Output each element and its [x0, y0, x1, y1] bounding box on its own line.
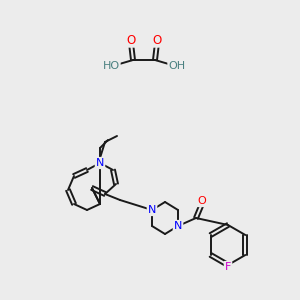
Text: HO: HO [102, 61, 120, 71]
Text: N: N [174, 221, 182, 231]
Text: OH: OH [168, 61, 186, 71]
Text: O: O [152, 34, 162, 46]
Text: F: F [225, 262, 231, 272]
Text: O: O [198, 196, 206, 206]
Text: O: O [126, 34, 136, 46]
Text: N: N [148, 205, 156, 215]
Text: N: N [96, 158, 104, 168]
